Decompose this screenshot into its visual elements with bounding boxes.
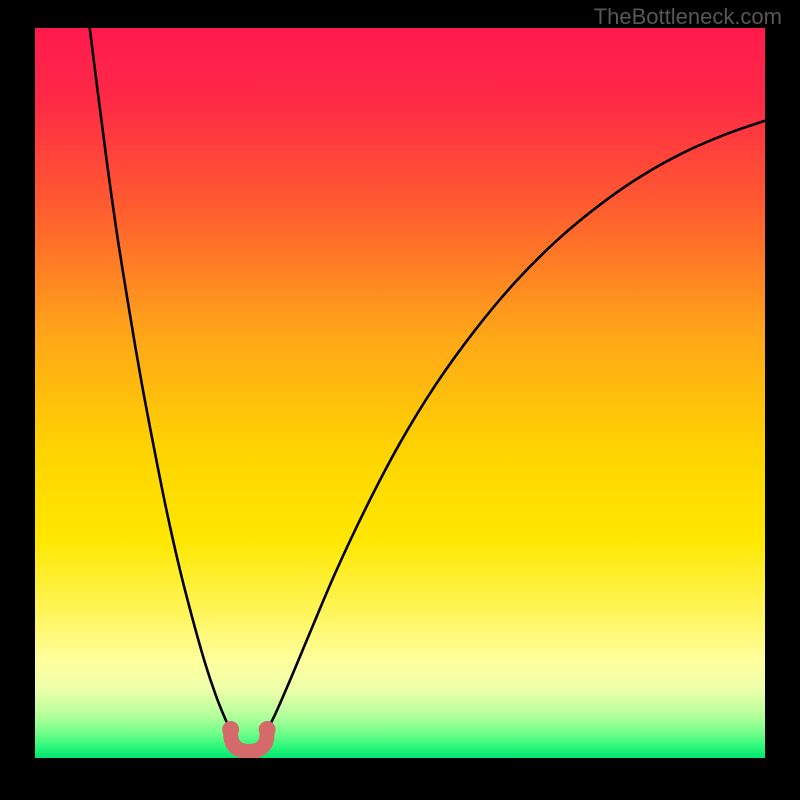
left-curve (90, 28, 231, 730)
watermark-text: TheBottleneck.com (594, 4, 782, 30)
valley-marker (222, 721, 276, 751)
plot-area (35, 28, 765, 758)
right-curve (267, 121, 765, 731)
curves-layer (35, 28, 765, 758)
